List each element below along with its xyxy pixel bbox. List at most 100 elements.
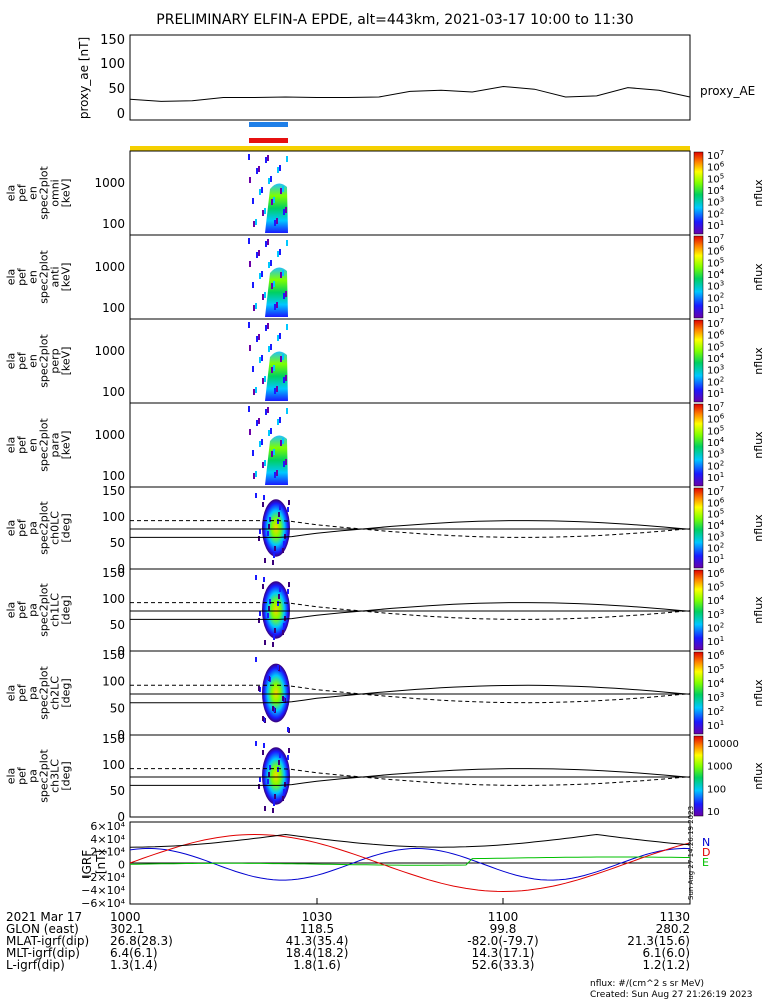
igrf-ytick: −6×10⁴ — [81, 897, 125, 910]
spectrogram-pixel — [274, 388, 276, 394]
spectrogram-pixel — [274, 628, 276, 633]
panel-ytick: 150 — [102, 732, 125, 746]
spectrogram-pixel — [271, 451, 273, 457]
spectrogram-pixel — [274, 220, 276, 226]
panel-ytick: 50 — [110, 618, 125, 632]
spectrogram-pixel — [265, 241, 267, 247]
proxy-ae-ytick-50: 50 — [108, 82, 125, 97]
spectrogram-pixel — [263, 577, 265, 582]
spectrogram-pixel — [268, 262, 270, 268]
spectrogram-pixel — [277, 335, 279, 341]
ephemeris-value: 1100 — [488, 910, 519, 924]
spectrogram-pixel — [261, 355, 263, 361]
ephemeris-value: 1000 — [110, 910, 141, 924]
panel-ylabel: elapefenspec2plotomni[keV] — [5, 166, 73, 220]
spectrogram-pixel — [262, 462, 264, 468]
spectrogram-pixel — [277, 251, 279, 257]
igrf-ytick: 0 — [118, 858, 125, 871]
igrf-ytick: 4×10⁴ — [90, 833, 125, 846]
spectrogram-pixel — [264, 806, 266, 811]
spectrogram-pixel — [262, 210, 264, 216]
spectrogram-pixel — [271, 283, 273, 289]
spectrogram-pixel — [280, 188, 282, 194]
spectrogram-pixel — [284, 616, 286, 621]
spectrogram-pixel — [282, 696, 284, 701]
spectrogram-pixel — [268, 178, 270, 184]
spectrogram-pixel — [267, 675, 269, 680]
spectrogram-pixel — [273, 197, 275, 203]
spectrogram-pixel — [269, 765, 271, 770]
colorbar-tick: 105 — [707, 663, 724, 676]
igrf-ytick: −2×10⁴ — [81, 871, 125, 884]
spectrogram-pixel — [277, 601, 279, 606]
spectrogram-pixel — [283, 623, 285, 628]
spectrogram-panel-6: elapefpaspec2plotch1LC[deg]1501005001061… — [5, 566, 766, 658]
spectrogram-pixel — [265, 325, 267, 331]
side-timestamp: Sun Aug 27 14:26:19 2023 — [687, 806, 695, 900]
colorbar — [693, 651, 704, 735]
ephemeris-value: -82.0(-79.7) — [467, 934, 538, 948]
ephemeris-label: 2021 Mar 17 — [6, 910, 82, 924]
ephemeris-value: 280.2 — [656, 922, 690, 936]
igrf-legend-e: E — [702, 856, 709, 869]
spectrogram-pixel — [261, 439, 263, 445]
spectrogram-pixel — [272, 560, 274, 565]
spectrogram-pixel — [270, 176, 272, 182]
colorbar-label: nflux — [752, 431, 765, 459]
spectrogram-pixel — [276, 218, 278, 224]
spectrogram-pixel — [282, 796, 284, 801]
spectrogram-data — [265, 183, 288, 233]
spectrogram-pixel — [255, 741, 257, 746]
spectrogram-pixel — [278, 512, 280, 517]
igrf-d-line — [129, 833, 691, 893]
footer-units: nflux: #/(cm^2 s sr MeV) — [590, 979, 704, 989]
spectrogram-pixel — [273, 449, 275, 455]
ephemeris-value: 26.8(28.3) — [110, 934, 173, 948]
spectrogram-pixel — [286, 408, 288, 414]
spectrogram-pixel — [270, 428, 272, 434]
spectrogram-pixel — [272, 706, 274, 711]
spectrogram-pixel — [252, 282, 254, 288]
spectrogram-pixel — [263, 743, 265, 748]
ephemeris-value: 41.3(35.4) — [286, 934, 349, 948]
spectrogram-pixel — [268, 606, 270, 611]
panel-ytick: 100 — [102, 469, 125, 483]
spectrogram-pixel — [282, 438, 284, 444]
igrf-ylabel: IGRF [nT] — [80, 846, 108, 878]
ephemeris-label: MLT-igrf(dip) — [6, 946, 80, 960]
spectrogram-pixel — [280, 272, 282, 278]
panel-ylabel: elapefpaspec2plotch3LC[deg] — [5, 749, 73, 803]
spectrogram-pixel — [283, 541, 285, 546]
spectrogram-pixel — [261, 187, 263, 193]
panel-ytick: 100 — [102, 592, 125, 606]
spectrogram-pixel — [269, 517, 271, 522]
spectrogram-pixel — [270, 260, 272, 266]
ephemeris-label: L-igrf(dip) — [6, 958, 65, 972]
colorbar — [693, 487, 704, 569]
spectrogram-pixel — [253, 473, 255, 479]
spectrogram-pixel — [276, 386, 278, 392]
spectrogram-pixel — [262, 750, 264, 755]
spectrogram-pixel — [258, 250, 260, 256]
ephemeris-table: 2021 Mar 17 1000 1030 1100 1130 GLON (east) 30… — [6, 910, 690, 972]
panel-ytick: 100 — [102, 217, 125, 231]
igrf-legend-n: N — [702, 836, 710, 849]
spectrogram-pixel — [283, 789, 285, 794]
proxy-ae-ylabel: proxy_ae [nT] — [77, 37, 91, 119]
spectrogram-pixel — [259, 611, 261, 616]
panel-frame — [129, 402, 691, 488]
panel-ytick: 150 — [102, 648, 125, 662]
spectrogram-pixel — [253, 389, 255, 395]
spectrogram-pixel — [253, 221, 255, 227]
spectrogram-pixel — [272, 642, 274, 647]
panel-frame — [129, 150, 691, 236]
ephemeris-value: 99.8 — [490, 922, 517, 936]
spectrogram-pixel — [279, 753, 281, 758]
spectrogram-pixel — [259, 777, 261, 782]
ephemeris-value: 1130 — [659, 910, 690, 924]
spectrogram-pixel — [271, 199, 273, 205]
spectrogram-pixel — [255, 493, 257, 498]
spectrogram-pixel — [285, 459, 287, 465]
panel-ylabel: elapefenspec2plotpara[keV] — [5, 418, 73, 472]
